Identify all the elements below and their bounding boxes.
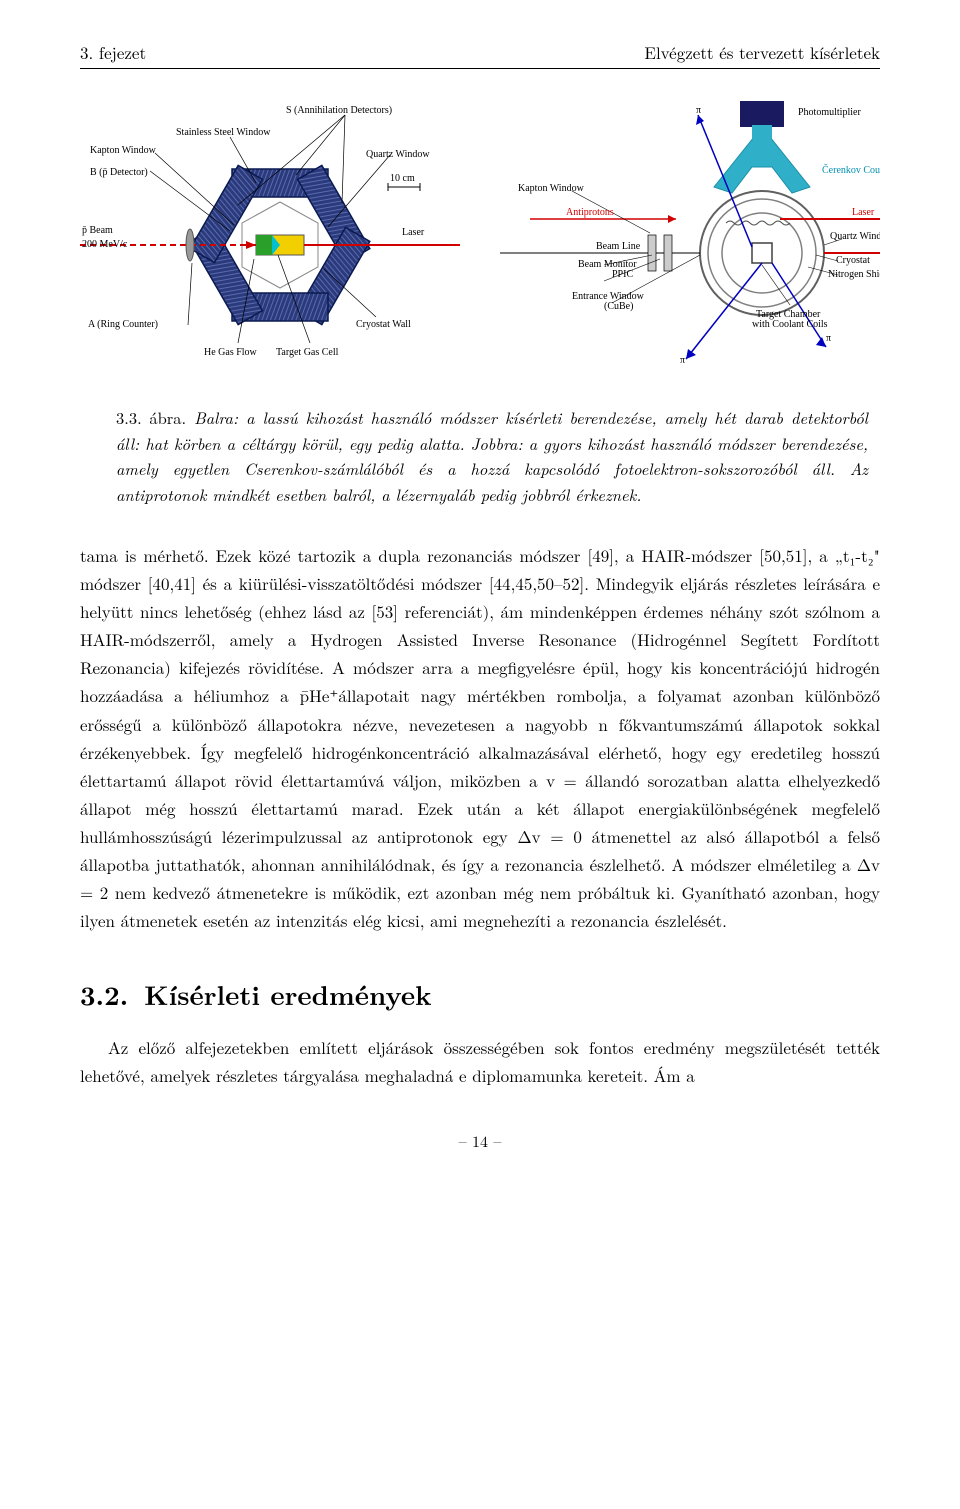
label-cerenkov: Čerenkov Counter — [822, 164, 880, 176]
figure-left-detector: Stainless Steel Window Kapton Window B (… — [80, 95, 460, 375]
label-beamline: Beam Line — [596, 241, 641, 252]
label-quartz2: Quartz Window — [830, 231, 880, 242]
caption-text: Balra: a lassú kihozást használó módszer… — [116, 405, 868, 506]
label-pi-bot2: π — [826, 333, 831, 344]
header-right: Elvégzett és tervezett kísérletek — [644, 40, 880, 64]
label-quartz: Quartz Window — [366, 149, 430, 160]
label-pi-top: π — [696, 105, 701, 116]
label-cube: (CuBe) — [604, 301, 633, 312]
label-targetcell: Target Gas Cell — [276, 347, 339, 358]
label-photom: Photomultiplier — [798, 107, 861, 118]
label-antip: Antiprotons — [566, 207, 614, 218]
label-laser2: Laser — [852, 207, 875, 218]
label-nitro: Nitrogen Shield — [828, 269, 880, 280]
label-pi-bot1: π — [680, 355, 685, 366]
page: 3. fejezet Elvégzett és tervezett kísérl… — [0, 0, 960, 1192]
label-stainless: Stainless Steel Window — [176, 127, 271, 138]
section-heading: 3.2. Kísérleti eredmények — [80, 974, 880, 1013]
label-10cm: 10 cm — [390, 173, 415, 184]
label-kapton: Kapton Window — [90, 145, 157, 156]
label-heflow: He Gas Flow — [204, 347, 258, 358]
figure-right-cerenkov: π Photomultiplier Čerenkov Counter Kapto… — [500, 95, 880, 375]
label-cryowall: Cryostat Wall — [356, 319, 411, 330]
body-paragraph-1: tama is mérhető. Ezek közé tartozik a du… — [80, 541, 880, 934]
label-ring: A (Ring Counter) — [88, 319, 158, 330]
page-header: 3. fejezet Elvégzett és tervezett kísérl… — [80, 40, 880, 69]
label-laser: Laser — [402, 227, 425, 238]
label-kapton2: Kapton Window — [518, 183, 585, 194]
body-paragraph-2: Az előző alfejezetekben említett eljárás… — [80, 1033, 880, 1089]
page-number: – 14 – — [80, 1129, 880, 1152]
figure-caption: 3.3. ábra. Balra: a lassú kihozást haszn… — [80, 405, 880, 507]
label-mev: 200 MeV/c — [82, 239, 128, 250]
label-annihilation: S (Annihilation Detectors) — [286, 105, 392, 116]
label-pbeam: p̄ Beam — [82, 225, 113, 236]
section-title-text: Kísérleti eredmények — [144, 974, 431, 1013]
header-left: 3. fejezet — [80, 40, 146, 64]
caption-lead: 3.3. ábra. — [116, 405, 186, 429]
section-number: 3.2. — [80, 974, 128, 1013]
label-cryostat: Cryostat — [836, 255, 870, 266]
label-bdet: B (p̄ Detector) — [90, 167, 148, 178]
label-ppic: PPIC — [612, 269, 633, 280]
figure-3-3: Stainless Steel Window Kapton Window B (… — [80, 95, 880, 375]
label-coolant: with Coolant Coils — [752, 319, 828, 330]
